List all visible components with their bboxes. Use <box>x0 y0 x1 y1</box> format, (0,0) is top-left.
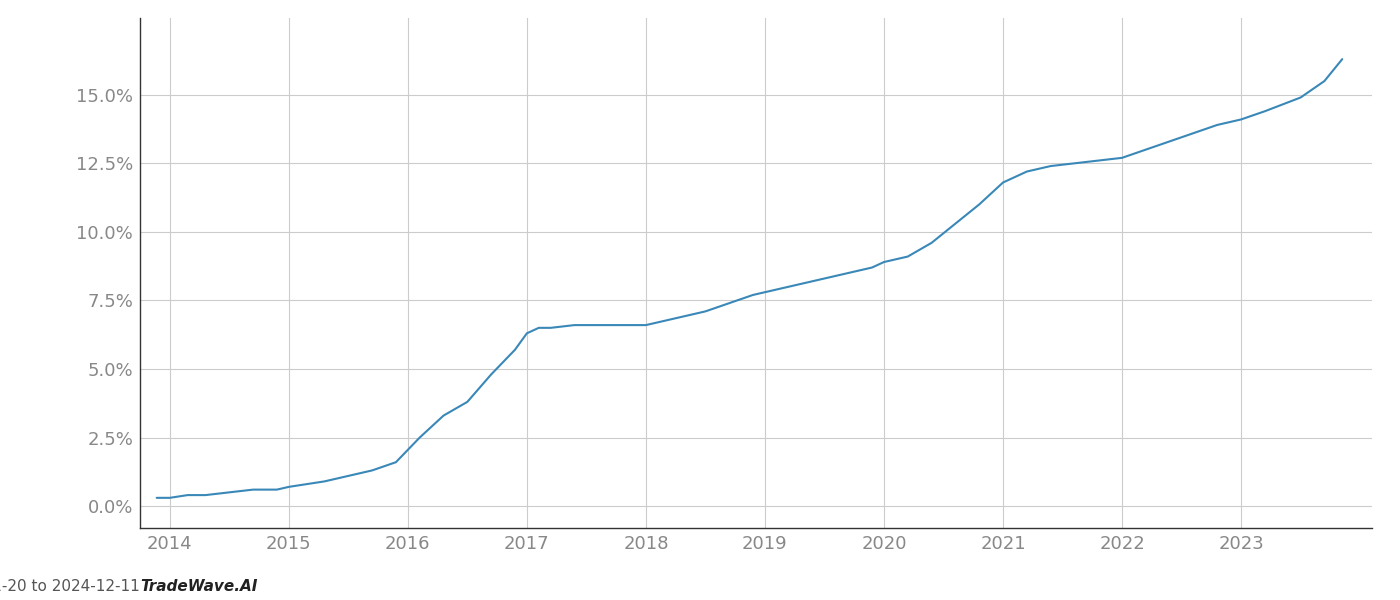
Text: TradeWave.AI: TradeWave.AI <box>140 579 258 594</box>
Text: SPLRCS TradeWave Cumulative Return Chart - 2024-11-20 to 2024-12-11: SPLRCS TradeWave Cumulative Return Chart… <box>0 579 140 594</box>
